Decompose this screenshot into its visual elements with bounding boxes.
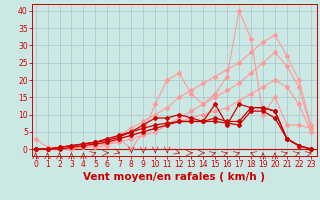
X-axis label: Vent moyen/en rafales ( km/h ): Vent moyen/en rafales ( km/h )	[84, 172, 265, 182]
